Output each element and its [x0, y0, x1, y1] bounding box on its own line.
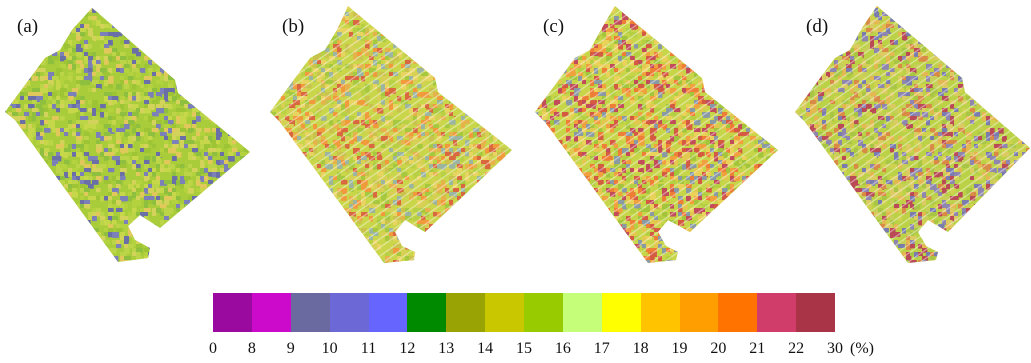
legend-tick-label: 22: [788, 340, 805, 357]
moisture-map-a: [5, 8, 250, 262]
color-legend: [213, 293, 835, 332]
legend-swatch: [368, 293, 408, 332]
legend-swatch: [290, 293, 330, 332]
legend-tick-label: 18: [632, 340, 649, 357]
legend-tick-label: 8: [247, 340, 256, 357]
legend-swatch: [524, 293, 563, 332]
legend-tick-label: 0: [209, 340, 217, 357]
legend-tick-label: 30: [827, 340, 843, 357]
legend-swatch: [640, 293, 680, 332]
moisture-map-b: [270, 6, 512, 263]
legend-swatch: [796, 293, 835, 332]
moisture-map-c: [535, 6, 778, 263]
legend-tick-label: 19: [671, 340, 688, 357]
legend-tick-label: 17: [593, 340, 610, 357]
legend-swatch: [679, 293, 719, 332]
panel-label-a: (a): [17, 16, 39, 37]
panel-label-c: (c): [543, 16, 565, 37]
legend-tick-label: 12: [399, 340, 416, 357]
legend-swatch: [213, 293, 252, 332]
legend-swatch: [757, 293, 797, 332]
legend-tick-label: 9: [286, 340, 295, 357]
legend-tick-label: 11: [360, 340, 377, 357]
legend-swatch: [329, 293, 369, 332]
panel-label-b: (b): [282, 16, 305, 37]
moisture-map-d: [795, 6, 1030, 263]
legend-swatch: [718, 293, 758, 332]
legend-tick-label: 21: [749, 340, 766, 357]
legend-swatch: [601, 293, 641, 332]
legend-swatch: [407, 293, 447, 332]
legend-tick-label: 10: [321, 340, 338, 357]
legend-swatch: [562, 293, 602, 332]
legend-unit: (%): [850, 340, 874, 357]
legend-tick-label: 20: [710, 340, 727, 357]
legend-swatch: [485, 293, 524, 332]
legend-swatch: [251, 293, 291, 332]
legend-tick-label: 14: [477, 340, 494, 357]
panel-label-d: (d): [806, 16, 829, 37]
legend-tick-label: 13: [438, 340, 455, 357]
legend-tick-label: 15: [516, 340, 532, 357]
legend-tick-label: 16: [554, 340, 571, 357]
legend-swatch: [446, 293, 486, 332]
